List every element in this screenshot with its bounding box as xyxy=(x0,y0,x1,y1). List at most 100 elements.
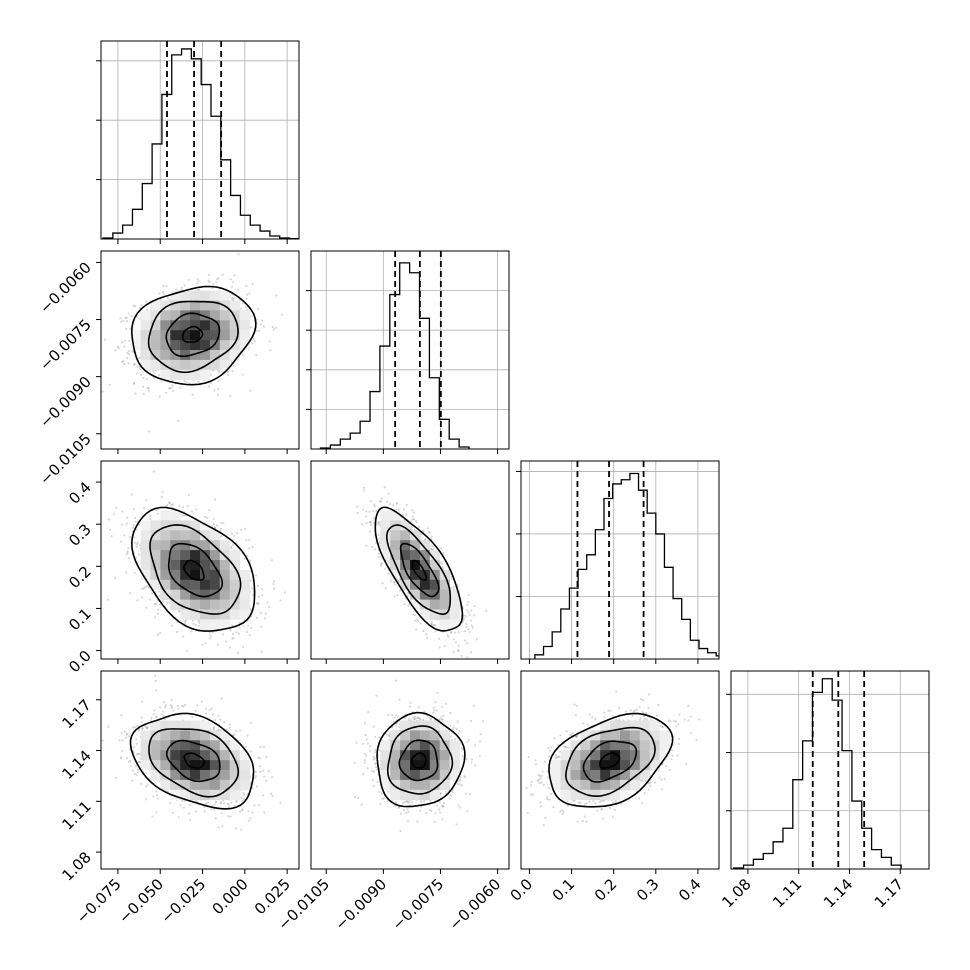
scatter-point xyxy=(114,349,117,352)
scatter-point xyxy=(386,500,389,503)
scatter-point xyxy=(241,646,245,649)
density-contour xyxy=(130,506,256,632)
density-cell xyxy=(190,770,201,781)
scatter-point xyxy=(136,599,139,602)
scatter-panel-2-1 xyxy=(310,460,510,664)
scatter-point xyxy=(135,545,138,548)
density-cell xyxy=(160,569,171,581)
scatter-point xyxy=(411,515,415,518)
scatter-point xyxy=(243,557,246,560)
density-cell xyxy=(390,540,401,551)
density-cell xyxy=(180,760,191,771)
scatter-point xyxy=(187,278,191,281)
scatter-point xyxy=(208,709,211,712)
scatter-point xyxy=(159,631,162,635)
scatter-point xyxy=(179,386,182,389)
density-cell xyxy=(239,760,250,771)
density-cell xyxy=(239,579,250,591)
scatter-point xyxy=(399,829,402,832)
scatter-point xyxy=(165,391,168,394)
density-cell xyxy=(190,579,201,591)
density-cell xyxy=(209,770,221,781)
density-cell xyxy=(200,290,211,301)
scatter-point xyxy=(229,815,232,818)
scatter-point xyxy=(153,602,156,605)
y-tick-label: −0.0060 xyxy=(36,259,95,318)
scatter-point xyxy=(145,300,148,303)
scatter-point xyxy=(209,373,212,377)
density-cell xyxy=(229,310,240,321)
density-cell xyxy=(180,300,191,311)
density-cell xyxy=(410,530,421,541)
scatter-point xyxy=(126,516,129,519)
scatter-point xyxy=(470,624,473,627)
scatter-point xyxy=(156,633,160,636)
scatter-point xyxy=(145,499,148,502)
scatter-point xyxy=(249,579,252,582)
scatter-point xyxy=(468,613,471,616)
scatter-point xyxy=(380,497,383,500)
scatter-point xyxy=(430,548,433,551)
scatter-point xyxy=(125,733,129,736)
scatter-point xyxy=(127,312,130,315)
scatter-point xyxy=(214,718,217,722)
scatter-point xyxy=(260,588,264,591)
scatter-point xyxy=(172,709,175,712)
y-tick-label: 0.2 xyxy=(65,562,95,592)
scatter-point xyxy=(217,826,220,829)
density-cell xyxy=(190,750,201,761)
density-cell xyxy=(150,740,161,751)
scatter-point xyxy=(239,528,243,531)
scatter-point xyxy=(430,544,433,547)
scatter-point xyxy=(378,542,381,545)
scatter-point xyxy=(379,562,383,565)
scatter-point xyxy=(251,545,254,549)
scatter-point xyxy=(132,523,135,527)
scatter-point xyxy=(373,503,376,506)
density-cell xyxy=(180,350,191,361)
density-cell xyxy=(190,540,201,551)
density-cell xyxy=(170,740,181,751)
scatter-point xyxy=(457,644,460,647)
scatter-point xyxy=(475,638,478,641)
scatter-point xyxy=(215,524,219,527)
density-cell xyxy=(439,589,450,600)
scatter-point xyxy=(126,356,129,360)
scatter-point xyxy=(201,643,204,646)
scatter-point xyxy=(129,591,132,595)
scatter-point xyxy=(125,571,128,574)
scatter-point xyxy=(443,645,446,648)
x-tick-label: −0.050 xyxy=(115,875,167,927)
scatter-point xyxy=(135,724,138,727)
scatter-point xyxy=(191,619,194,622)
density-cell xyxy=(439,619,450,630)
scatter-point xyxy=(230,532,234,535)
density-cell xyxy=(140,740,151,751)
scatter-point xyxy=(181,506,185,509)
scatter-point xyxy=(188,803,191,807)
density-cell xyxy=(160,589,171,600)
scatter-point xyxy=(467,628,470,631)
scatter-point xyxy=(270,559,273,562)
scatter-point xyxy=(413,715,416,718)
scatter-point xyxy=(428,531,431,534)
scatter-point xyxy=(431,623,434,626)
y-tick-label: 1.08 xyxy=(58,848,94,884)
scatter-point xyxy=(141,596,144,599)
scatter-point xyxy=(449,711,452,715)
scatter-point xyxy=(254,574,257,577)
density-cell xyxy=(180,330,191,341)
scatter-point xyxy=(444,702,448,706)
density-cell xyxy=(229,560,240,571)
density-cell xyxy=(190,569,201,581)
scatter-point xyxy=(275,294,278,297)
density-cell xyxy=(180,540,191,551)
density-cell xyxy=(160,760,171,771)
scatter-point xyxy=(422,800,425,803)
density-cell xyxy=(419,560,431,571)
density-cell xyxy=(390,530,401,541)
scatter-point xyxy=(447,635,450,638)
scatter-point xyxy=(139,373,143,377)
scatter-point xyxy=(231,624,234,627)
scatter-point xyxy=(195,282,199,285)
